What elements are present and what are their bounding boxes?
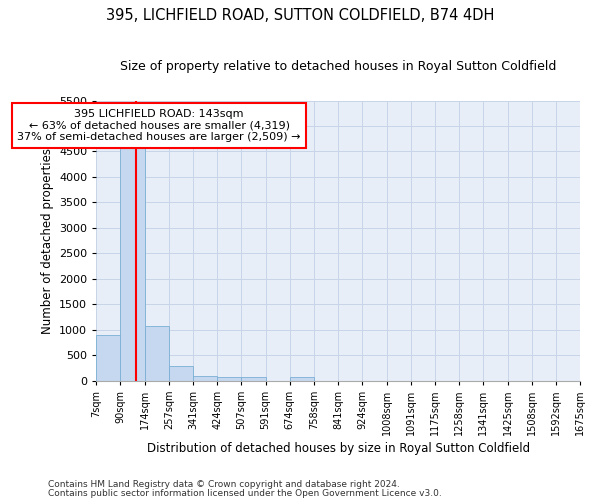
Title: Size of property relative to detached houses in Royal Sutton Coldfield: Size of property relative to detached ho… <box>120 60 556 73</box>
Bar <box>121 148 145 380</box>
Bar <box>241 377 266 380</box>
Bar <box>169 366 193 380</box>
Bar <box>96 334 121 380</box>
Bar <box>145 326 169 380</box>
Bar <box>193 376 217 380</box>
X-axis label: Distribution of detached houses by size in Royal Sutton Coldfield: Distribution of detached houses by size … <box>146 442 530 455</box>
Text: 395 LICHFIELD ROAD: 143sqm
← 63% of detached houses are smaller (4,319)
37% of s: 395 LICHFIELD ROAD: 143sqm ← 63% of deta… <box>17 109 301 142</box>
Bar <box>217 377 241 380</box>
Text: Contains public sector information licensed under the Open Government Licence v3: Contains public sector information licen… <box>48 488 442 498</box>
Text: 395, LICHFIELD ROAD, SUTTON COLDFIELD, B74 4DH: 395, LICHFIELD ROAD, SUTTON COLDFIELD, B… <box>106 8 494 22</box>
Bar <box>290 377 314 380</box>
Y-axis label: Number of detached properties: Number of detached properties <box>41 148 53 334</box>
Text: Contains HM Land Registry data © Crown copyright and database right 2024.: Contains HM Land Registry data © Crown c… <box>48 480 400 489</box>
